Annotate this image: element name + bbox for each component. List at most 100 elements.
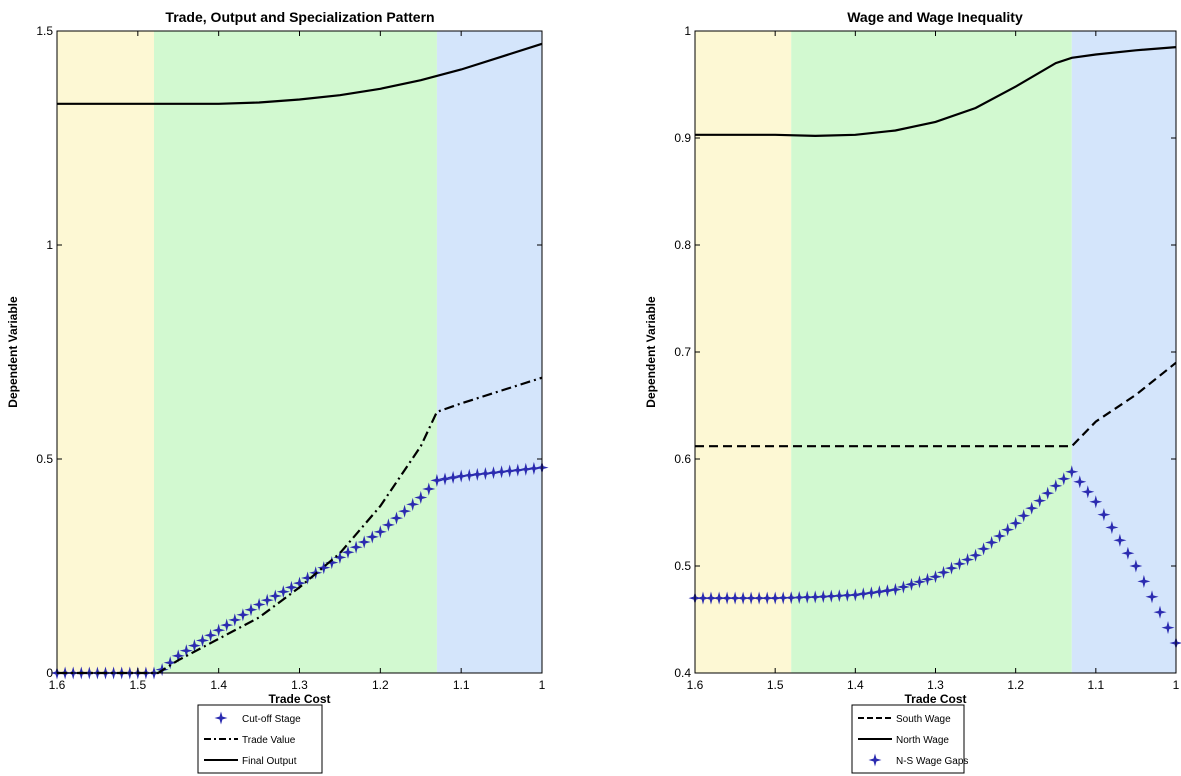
x-tick-label: 1.1 (1087, 678, 1104, 692)
data-point (728, 591, 742, 605)
data-point (244, 603, 258, 617)
data-point (1001, 523, 1015, 537)
data-point (163, 656, 177, 670)
data-point (341, 545, 355, 559)
data-point (1161, 621, 1175, 635)
data-point (236, 608, 250, 622)
data-point (284, 580, 298, 594)
legend-label: Cut-off Stage (242, 714, 301, 725)
data-point (961, 553, 975, 567)
x-tick-label: 1.5 (767, 678, 784, 692)
data-point (373, 525, 387, 539)
data-point (712, 591, 726, 605)
y-tick-label: 1 (46, 238, 53, 252)
data-point (1153, 605, 1167, 619)
data-point (864, 586, 878, 600)
data-point (406, 497, 420, 511)
data-point (212, 623, 226, 637)
data-point (704, 591, 718, 605)
data-point (1017, 509, 1031, 523)
x-tick-label: 1.4 (210, 678, 227, 692)
data-point (381, 518, 395, 532)
data-point (204, 628, 218, 642)
data-point (268, 589, 282, 603)
data-point (736, 591, 750, 605)
data-point (260, 593, 274, 607)
chart-2: 1.6 1.5 1.4 1.3 1.2 1.1 1 0.4 0.5 0.6 0.7 0.8 0.9 1 Wa… (644, 9, 1181, 774)
data-point (1073, 475, 1087, 489)
data-point (720, 591, 734, 605)
x-axis-label: Trade Cost (904, 692, 966, 706)
y-tick-label: 0.7 (674, 345, 691, 359)
data-point (808, 590, 822, 604)
series-n-s-wage-gaps (688, 465, 1181, 650)
data-point (768, 591, 782, 605)
x-axis-label: Trade Cost (268, 692, 330, 706)
data-point (333, 550, 347, 564)
x-tick-label: 1.3 (291, 678, 308, 692)
x-tick-label: 1.5 (129, 678, 146, 692)
shaded-region-3 (1071, 31, 1176, 673)
data-point (365, 530, 379, 544)
data-point (228, 613, 242, 627)
data-point (349, 540, 363, 554)
x-tick-label: 1.2 (1007, 678, 1024, 692)
y-axis-label: Dependent Variable (644, 296, 658, 408)
data-point (856, 587, 870, 601)
data-point (252, 597, 266, 612)
y-tick-label: 0.9 (674, 131, 691, 145)
data-point (944, 561, 959, 575)
data-point (696, 591, 710, 605)
legend-box (197, 704, 323, 774)
data-point (1145, 590, 1159, 604)
data-point (760, 591, 774, 605)
data-point (993, 529, 1007, 543)
data-point (936, 565, 951, 579)
legend-label: North Wage (896, 735, 949, 746)
legend-label: Final Output (242, 756, 297, 767)
data-point (912, 575, 927, 589)
data-point (969, 548, 983, 562)
data-point (905, 577, 919, 591)
data-point (438, 472, 452, 486)
legend-label: South Wage (896, 714, 951, 725)
data-point (880, 584, 894, 598)
data-point (792, 590, 806, 605)
shaded-region-1 (57, 31, 154, 673)
data-point (744, 591, 758, 605)
y-tick-label: 0.4 (674, 666, 691, 680)
data-point (1057, 472, 1071, 486)
data-point (414, 490, 428, 505)
y-tick-label: 0.6 (674, 452, 691, 466)
data-point (1129, 559, 1143, 573)
data-point (784, 591, 798, 605)
x-tick-label: 1.4 (847, 678, 864, 692)
series-final-output (57, 42, 543, 105)
y-tick-label: 0.5 (36, 452, 53, 466)
x-tick-label: 1 (539, 678, 546, 692)
shaded-region-1 (695, 31, 792, 673)
data-point (276, 585, 290, 599)
x-tick-label: 1.6 (49, 678, 66, 692)
data-point (752, 591, 766, 605)
data-point (317, 561, 331, 575)
data-point (220, 618, 234, 632)
series-trade-value (57, 376, 543, 675)
x-tick-label: 1 (1173, 678, 1180, 692)
data-point (872, 585, 886, 599)
chart-title: Trade, Output and Specialization Pattern (165, 9, 434, 25)
data-point (776, 591, 790, 605)
data-point (1137, 574, 1151, 588)
data-point (1081, 485, 1095, 499)
data-point (1025, 501, 1039, 515)
x-tick-label: 1.3 (927, 678, 944, 692)
data-point (357, 535, 371, 549)
data-point (816, 590, 830, 604)
x-tick-label: 1.6 (687, 678, 704, 692)
data-point (832, 589, 846, 603)
data-point (422, 482, 436, 496)
data-point (952, 557, 967, 571)
data-point (446, 470, 460, 485)
x-tick-label: 1.2 (372, 678, 389, 692)
